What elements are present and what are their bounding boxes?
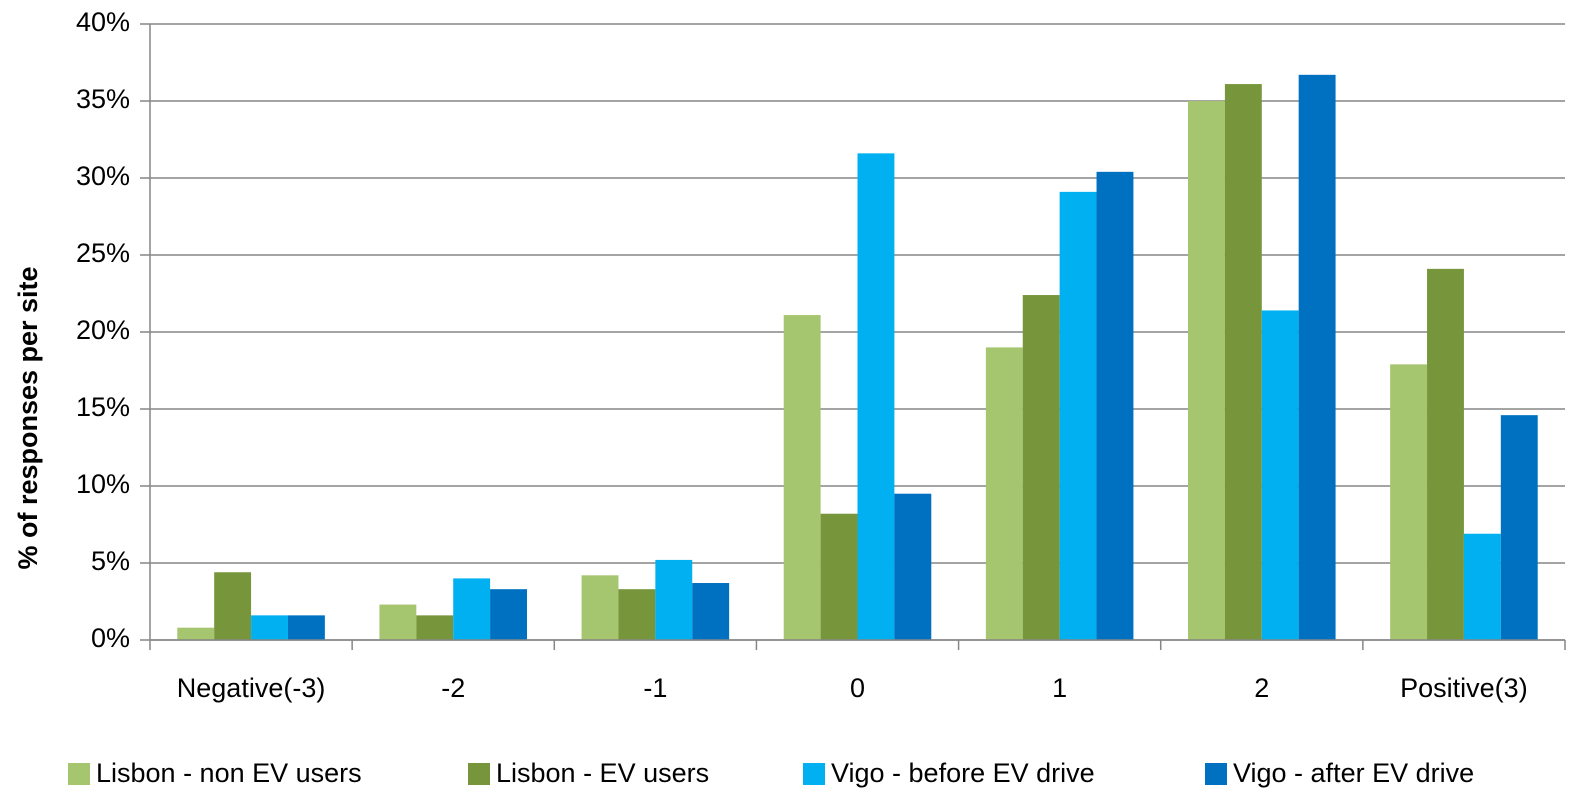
bar	[1463, 533, 1501, 640]
bar	[1390, 364, 1428, 640]
bar	[985, 347, 1023, 640]
bar	[416, 615, 454, 640]
bar	[177, 627, 215, 640]
bar	[251, 615, 288, 640]
y-tick-label: 15%	[76, 392, 130, 422]
legend-swatch	[468, 763, 490, 785]
bar	[1188, 101, 1225, 640]
x-tick-label: Negative(-3)	[177, 673, 326, 703]
x-tick-label: -1	[643, 673, 667, 703]
x-tick-label: 1	[1052, 673, 1067, 703]
bar	[1427, 268, 1464, 640]
y-tick-label: 20%	[76, 315, 130, 345]
y-tick-label: 5%	[91, 546, 130, 576]
bar	[214, 572, 252, 640]
bar	[692, 583, 730, 640]
legend-swatch	[1205, 763, 1227, 785]
bar	[490, 589, 527, 640]
y-tick-label: 40%	[76, 7, 130, 37]
bar	[1298, 74, 1336, 640]
x-tick-label: Positive(3)	[1400, 673, 1528, 703]
y-tick-label: 0%	[91, 623, 130, 653]
legend-label: Lisbon - EV users	[496, 758, 709, 788]
y-tick-label: 35%	[76, 84, 130, 114]
bar	[655, 559, 693, 640]
bar	[1022, 295, 1060, 640]
bar	[1096, 171, 1134, 640]
legend-label: Vigo - after EV drive	[1233, 758, 1474, 788]
legend-swatch	[803, 763, 825, 785]
bar	[1059, 191, 1097, 641]
bar	[783, 315, 821, 640]
x-tick-label: -2	[441, 673, 465, 703]
y-axis-label: % of responses per site	[13, 266, 43, 569]
bar	[1261, 310, 1299, 640]
bar	[287, 615, 325, 640]
bar	[453, 578, 491, 640]
legend-swatch	[68, 763, 90, 785]
bar	[1224, 84, 1262, 640]
y-tick-label: 30%	[76, 161, 130, 191]
legend-label: Lisbon - non EV users	[96, 758, 362, 788]
legend-label: Vigo - before EV drive	[831, 758, 1095, 788]
bar	[379, 604, 417, 640]
bar	[820, 513, 858, 640]
bar	[857, 153, 895, 641]
y-tick-label: 25%	[76, 238, 130, 268]
bar	[894, 493, 932, 640]
x-tick-label: 2	[1254, 673, 1269, 703]
x-tick-label: 0	[850, 673, 865, 703]
bar	[581, 575, 619, 640]
bar	[618, 589, 656, 640]
bar	[1500, 415, 1538, 640]
y-tick-label: 10%	[76, 469, 130, 499]
